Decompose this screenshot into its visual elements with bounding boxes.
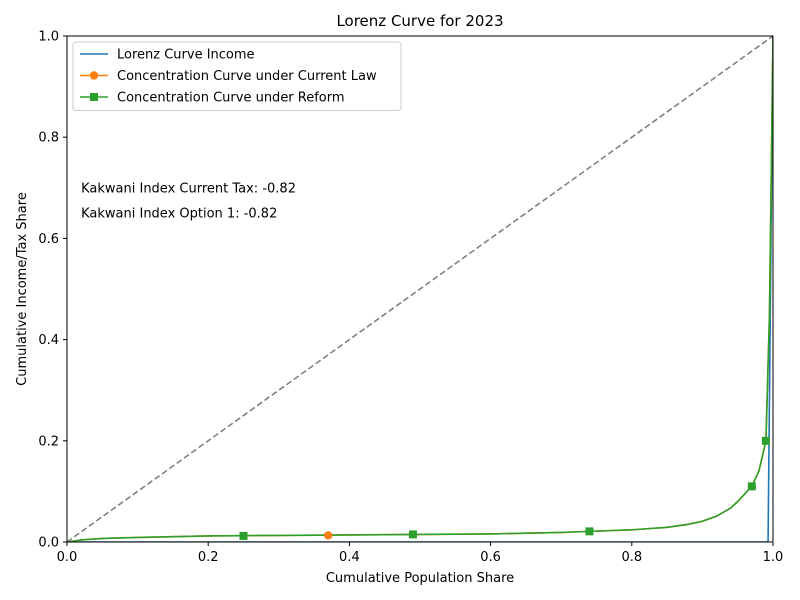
data-point-concentration-curve-under-reform-3 <box>747 482 756 491</box>
data-point-concentration-curve-under-reform-2 <box>585 527 594 536</box>
legend: Lorenz Curve Income Concentration Curve u… <box>72 41 402 111</box>
equality-line <box>67 36 773 542</box>
x-tick-label: 0.0 <box>57 550 78 565</box>
y-tick-label: 0.8 <box>38 131 59 146</box>
x-tick-label: 0.6 <box>480 550 501 565</box>
data-point-concentration-curve-under-reform-1 <box>408 530 417 539</box>
x-tick-label: 1.0 <box>763 550 784 565</box>
x-axis-label: Cumulative Population Share <box>326 571 514 586</box>
legend-entry-label: Lorenz Curve Income <box>117 48 255 63</box>
x-tick-label: 0.2 <box>198 550 219 565</box>
legend-swatch-marker <box>90 93 98 101</box>
x-tick-label: 0.8 <box>621 550 642 565</box>
y-tick-label: 0.4 <box>38 333 59 348</box>
legend-box <box>72 41 402 111</box>
y-tick-label: 0.6 <box>38 232 59 247</box>
legend-entry-label: Concentration Curve under Current Law <box>117 69 377 84</box>
kakwani-annotation-0: Kakwani Index Current Tax: -0.82 <box>81 181 296 196</box>
legend-swatch-marker <box>89 71 99 80</box>
chart-title: Lorenz Curve for 2023 <box>336 12 503 30</box>
kakwani-annotation-1: Kakwani Index Option 1: -0.82 <box>81 207 277 222</box>
y-tick-label: 0.2 <box>38 434 59 449</box>
y-tick-label: 0.0 <box>38 536 59 551</box>
legend-entry-label: Concentration Curve under Reform <box>117 91 345 106</box>
y-axis-label: Cumulative Income/Tax Share <box>15 192 30 386</box>
y-tick-label: 1.0 <box>38 30 59 45</box>
data-point-concentration-curve-under-reform-4 <box>761 436 770 445</box>
x-tick-label: 0.4 <box>339 550 360 565</box>
data-point-concentration-curve-under-current-law-0 <box>324 531 333 540</box>
plot-frame <box>66 35 774 543</box>
data-point-concentration-curve-under-reform-0 <box>239 531 248 540</box>
